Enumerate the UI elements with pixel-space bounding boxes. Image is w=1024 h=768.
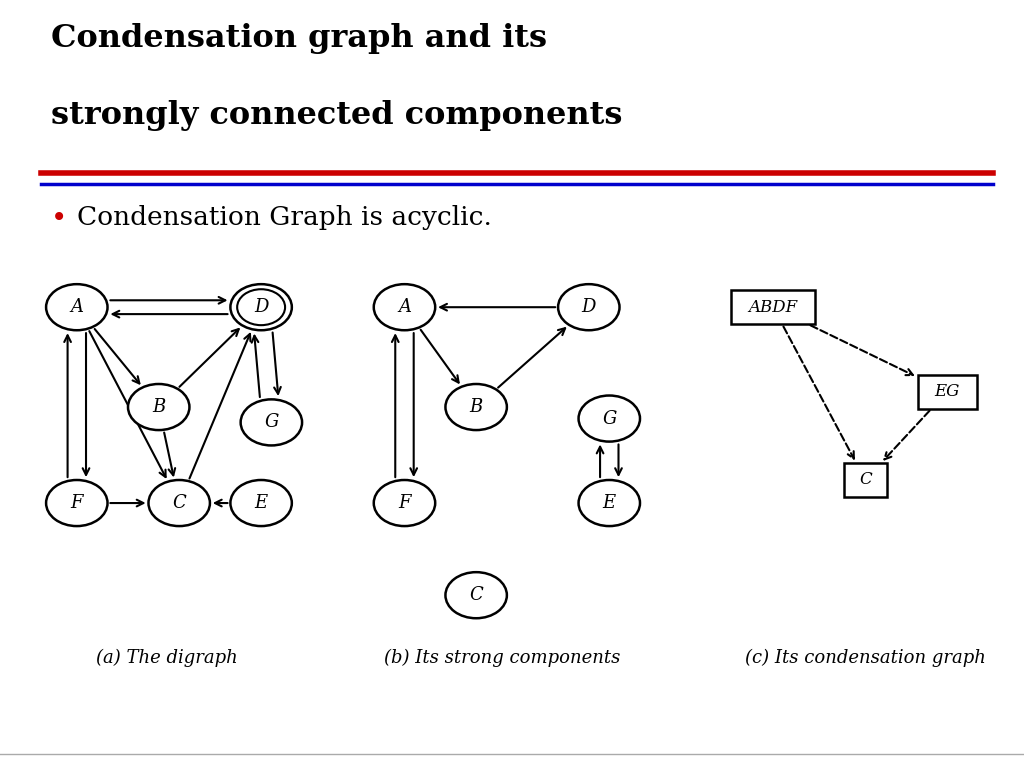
Circle shape [46,284,108,330]
Circle shape [230,284,292,330]
Text: G: G [264,413,279,432]
Text: D: D [582,298,596,316]
Circle shape [230,480,292,526]
Text: F: F [398,494,411,512]
Text: E: E [255,494,267,512]
Circle shape [579,480,640,526]
Text: (b) Its strong components: (b) Its strong components [384,649,620,667]
Text: B: B [153,398,165,416]
Text: C: C [859,472,871,488]
Circle shape [374,480,435,526]
Text: G: G [602,409,616,428]
Text: (c) Its condensation graph: (c) Its condensation graph [744,649,986,667]
Text: F: F [71,494,83,512]
FancyBboxPatch shape [731,290,815,324]
Circle shape [241,399,302,445]
Circle shape [374,284,435,330]
Text: (a) The digraph: (a) The digraph [96,649,238,667]
FancyBboxPatch shape [844,463,887,497]
Text: B: B [470,398,482,416]
Circle shape [46,480,108,526]
Circle shape [558,284,620,330]
Text: A: A [71,298,83,316]
Text: EG: EG [935,383,959,400]
Text: ABDF: ABDF [749,299,798,316]
Text: Condensation Graph is acyclic.: Condensation Graph is acyclic. [77,205,492,230]
Text: Condensation graph and its: Condensation graph and its [51,23,547,54]
Circle shape [445,384,507,430]
Text: E: E [603,494,615,512]
Text: C: C [172,494,186,512]
Text: strongly connected components: strongly connected components [51,100,623,131]
Text: A: A [398,298,411,316]
Circle shape [128,384,189,430]
Circle shape [445,572,507,618]
Circle shape [579,396,640,442]
Text: C: C [469,586,483,604]
Text: •: • [51,204,68,231]
FancyBboxPatch shape [918,375,977,409]
Circle shape [148,480,210,526]
Text: D: D [254,298,268,316]
